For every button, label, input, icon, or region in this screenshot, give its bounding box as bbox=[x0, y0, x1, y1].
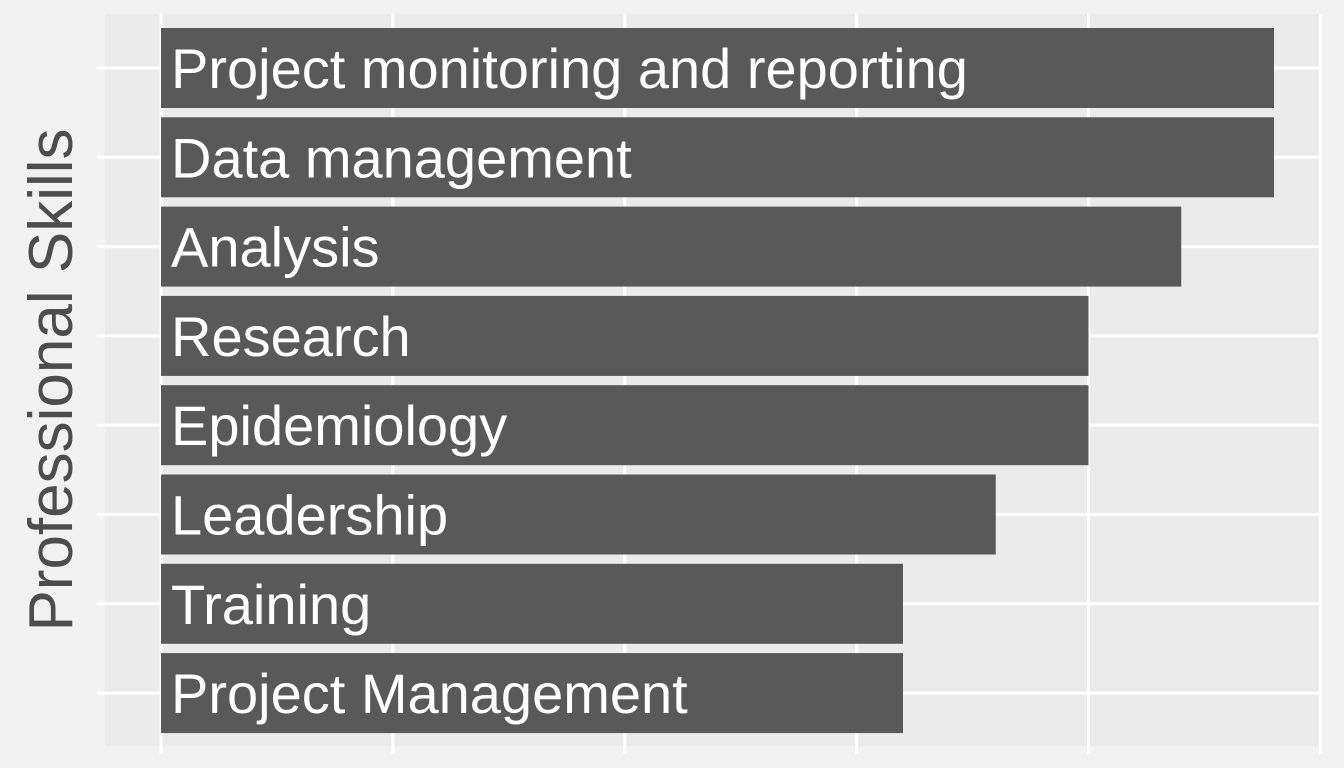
bar bbox=[161, 117, 1274, 198]
bar bbox=[161, 28, 1274, 108]
bar bbox=[161, 295, 1089, 376]
bar bbox=[161, 385, 1089, 466]
bar-label: Data management bbox=[171, 126, 632, 189]
bar-label: Leadership bbox=[171, 484, 448, 547]
bar bbox=[161, 653, 903, 734]
bar bbox=[161, 474, 996, 555]
bars: Project monitoring and reporting Data man… bbox=[161, 28, 1274, 734]
bar-label: Research bbox=[171, 305, 411, 368]
bar-label: Epidemiology bbox=[171, 394, 507, 457]
axis-ticks bbox=[97, 66, 1322, 754]
bar-label: Training bbox=[171, 573, 371, 636]
bar-label: Analysis bbox=[171, 216, 380, 279]
bar bbox=[161, 206, 1182, 287]
bar-label: Project Management bbox=[171, 662, 688, 725]
y-axis-title: Professional Skills bbox=[17, 128, 86, 631]
bar bbox=[161, 563, 903, 644]
bar-label: Project monitoring and reporting bbox=[171, 37, 968, 100]
